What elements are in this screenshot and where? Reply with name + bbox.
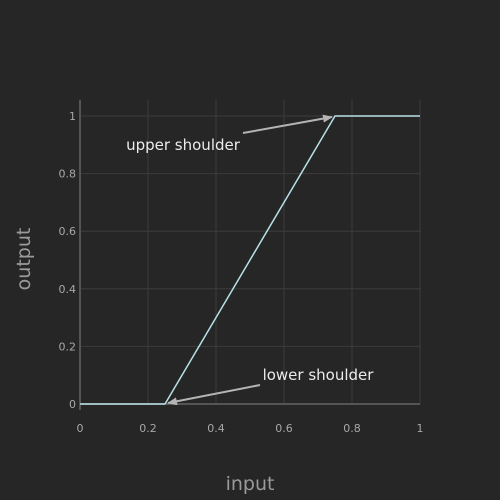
y-axis-title: output — [13, 228, 35, 291]
y-tick-label-5: 1 — [69, 110, 76, 123]
x-tick-label-4: 0.8 — [343, 422, 361, 435]
annotation-arrow-1 — [167, 384, 261, 406]
annotation-label-1: lower shoulder — [263, 366, 375, 384]
x-tick-label-3: 0.6 — [275, 422, 293, 435]
annotations: upper shoulder lower shoulder — [126, 114, 375, 406]
x-tick-label-2: 0.4 — [207, 422, 225, 435]
series — [80, 115, 420, 405]
annotation-label-0: upper shoulder — [126, 136, 241, 154]
series-line-0 — [80, 115, 420, 405]
x-tick-label-0: 0 — [77, 422, 84, 435]
y-tick-label-0: 0 — [69, 398, 76, 411]
x-axis-title: input — [226, 473, 275, 495]
x-tick-label-5: 1 — [417, 422, 424, 435]
y-tick-label-3: 0.6 — [59, 225, 77, 238]
annotation-arrow-0 — [242, 114, 333, 134]
y-tick-label-2: 0.4 — [59, 283, 77, 296]
x-tick-label-1: 0.2 — [139, 422, 157, 435]
y-tick-label-1: 0.2 — [59, 340, 77, 353]
tick-labels: 0 0.2 0.4 0.6 0.8 1 0 0.2 0.4 0.6 0.8 1 — [59, 110, 424, 435]
y-tick-label-4: 0.8 — [59, 168, 77, 181]
